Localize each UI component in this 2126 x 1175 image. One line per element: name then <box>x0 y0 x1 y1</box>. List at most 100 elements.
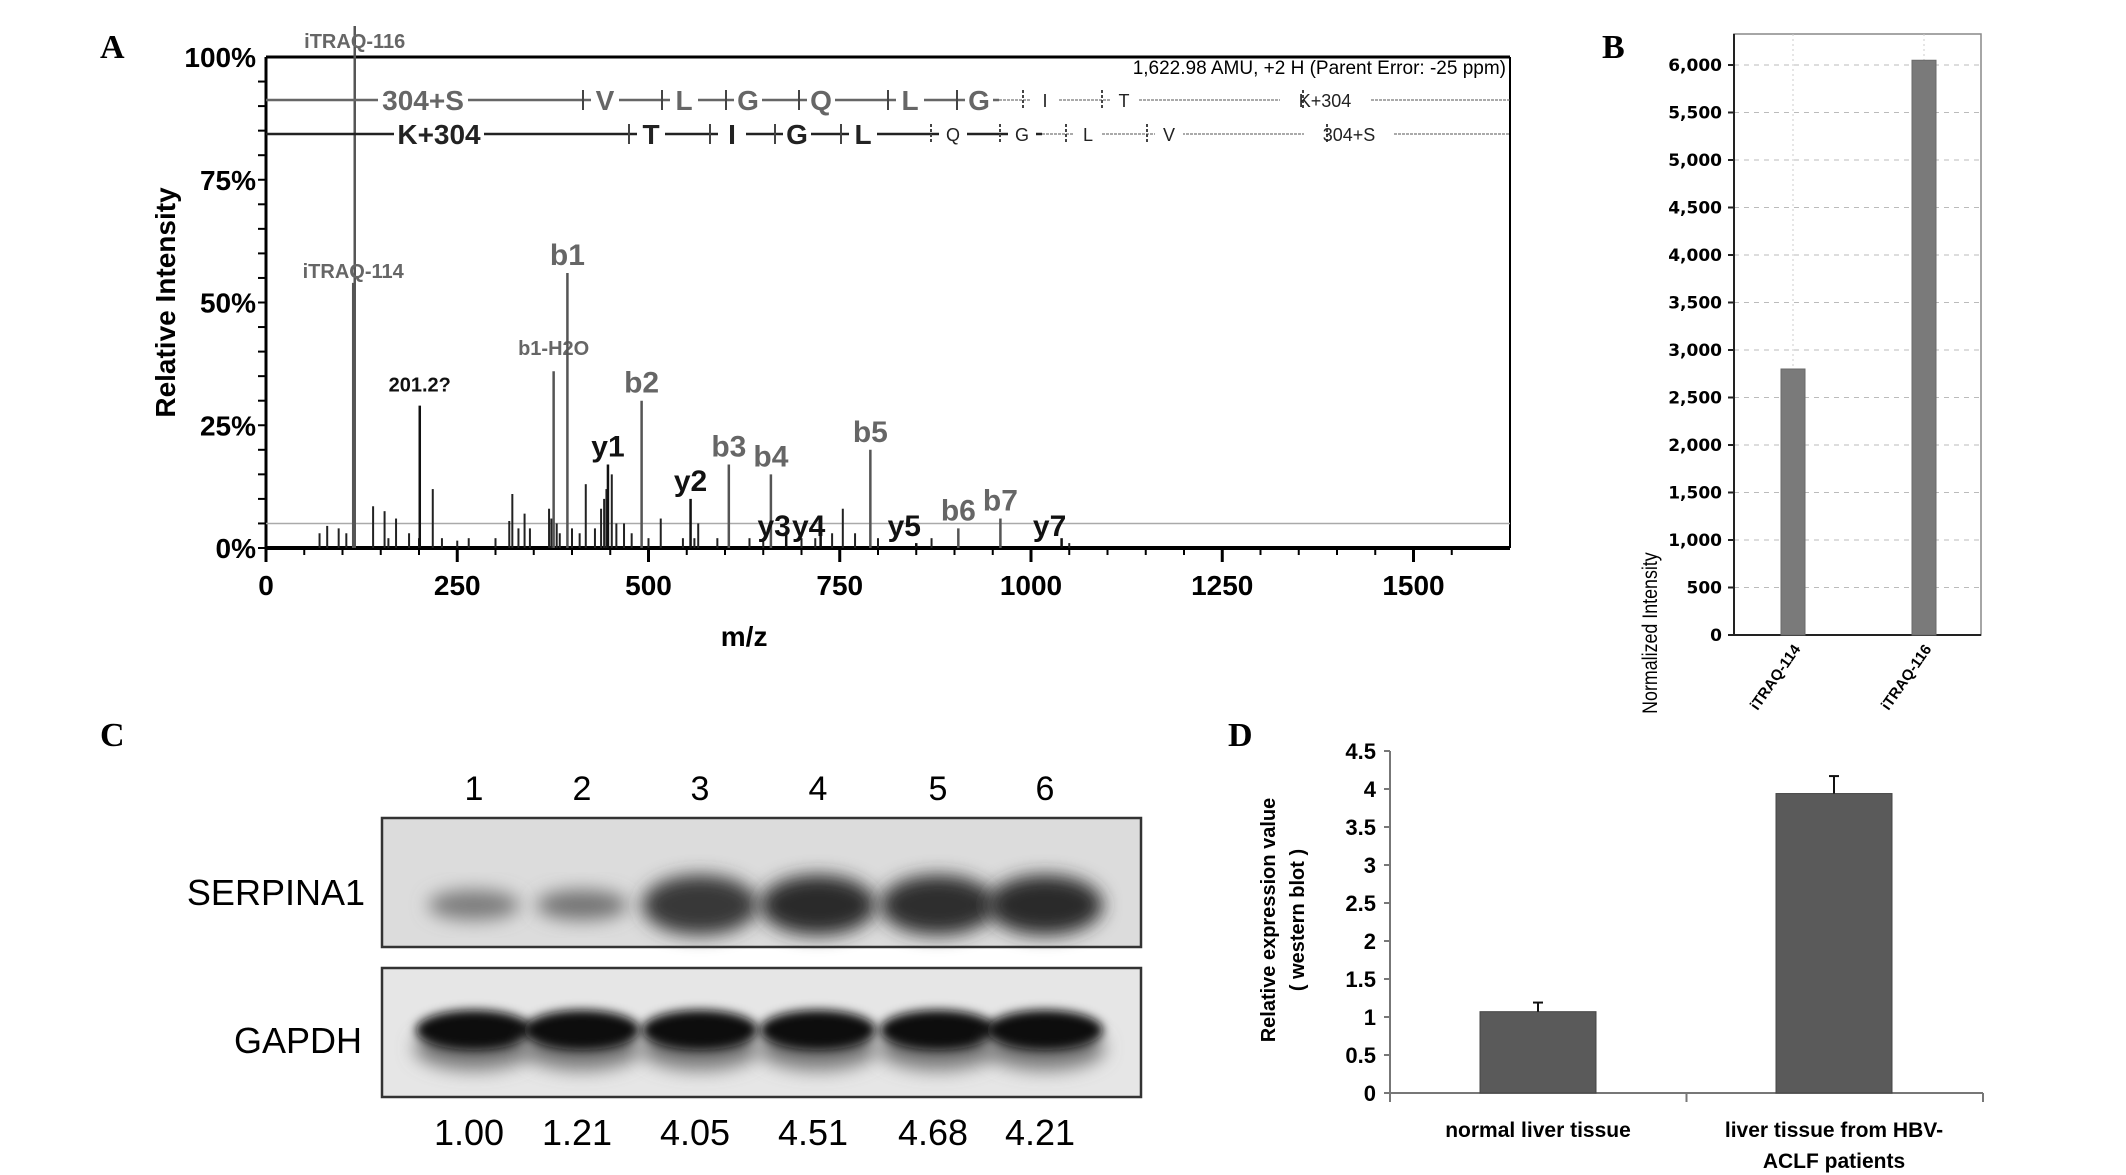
sequence-residue: T <box>1119 91 1130 111</box>
sequence-residue: L <box>854 119 871 150</box>
protein-band-serpina1 <box>987 875 1103 935</box>
y-tick-label: 3,000 <box>1668 341 1722 361</box>
y-tick-label: 1 <box>1364 1005 1376 1030</box>
y-tick-label: 2,000 <box>1668 436 1722 456</box>
y-tick-label: 3.5 <box>1345 815 1376 840</box>
sequence-residue: I <box>1042 91 1047 111</box>
row-label-serpina1: SERPINA1 <box>187 872 365 913</box>
x-tick-label: 500 <box>625 570 672 601</box>
x-tick-label: 0 <box>258 570 274 601</box>
y-tick-label: 0 <box>1364 1081 1376 1106</box>
sequence-label-bg <box>637 120 665 148</box>
protein-band-gapdh <box>416 1010 532 1050</box>
y-axis-title: Relative Intensity <box>150 187 181 418</box>
peak-label: iTRAQ-114 <box>303 261 405 283</box>
y-axis-title: Relative expression value <box>1258 798 1280 1043</box>
sequence-label-bg <box>939 120 967 148</box>
y-tick-label: 2 <box>1364 929 1376 954</box>
protein-band-serpina1 <box>880 875 996 935</box>
sequence-residue: 304+S <box>1323 125 1376 145</box>
peak-label: y5 <box>888 510 921 543</box>
y-tick-label: 5,000 <box>1668 151 1722 171</box>
sequence-residue: G <box>737 85 759 116</box>
y-tick-label: 25% <box>200 410 256 441</box>
sequence-label-bg <box>670 86 698 114</box>
peak-label: y7 <box>1033 510 1066 543</box>
y-tick-label: 3,500 <box>1668 294 1722 314</box>
sequence-label-bg <box>1304 120 1394 148</box>
y-tick-label: 500 <box>1687 579 1723 599</box>
sequence-residue: K+304 <box>1299 91 1352 111</box>
peak-label: b1 <box>550 239 585 272</box>
protein-band-serpina1 <box>642 875 758 935</box>
sequence-label-bg <box>783 120 811 148</box>
sequence-residue: L <box>901 85 918 116</box>
sequence-residue: G <box>1015 125 1029 145</box>
plot-frame <box>1733 33 1982 636</box>
y-tick-label: 50% <box>200 288 256 319</box>
quantification-value: 4.21 <box>1005 1112 1075 1153</box>
peak-label: y4 <box>792 510 826 543</box>
x-tick-label: ACLF patients <box>1763 1150 1905 1173</box>
quantification-value: 1.00 <box>434 1112 504 1153</box>
peak-label: iTRAQ-116 <box>304 31 405 53</box>
y-tick-label: 1,500 <box>1668 484 1722 504</box>
peak-label: b4 <box>753 440 788 473</box>
sequence-label-bg <box>849 120 877 148</box>
peak-label: b3 <box>711 431 746 464</box>
bar <box>1479 1011 1597 1094</box>
y-tick-label: 1,000 <box>1668 531 1722 551</box>
x-tick-label: iTRAQ-114 <box>1747 641 1805 713</box>
panel-d-bar-chart: 0 0.5 1 1.5 2 2.5 3 3.5 4 4.5 normal liver tissue l… <box>1258 739 1984 1173</box>
sequence-residue: G <box>968 85 990 116</box>
y-tick-label: 0 <box>1710 626 1722 646</box>
lane-number: 4 <box>809 770 828 808</box>
quantification-value: 4.05 <box>660 1112 730 1153</box>
panel-label-c: C <box>100 717 125 754</box>
lane-number: 2 <box>573 770 592 808</box>
sequence-label-bg <box>1280 86 1370 114</box>
sequence-residue: K+304 <box>397 119 481 150</box>
sequence-residue: L <box>1083 125 1093 145</box>
sequence-label-bg <box>734 86 762 114</box>
y-tick-label: 4.5 <box>1345 739 1376 764</box>
x-tick-label: normal liver tissue <box>1445 1119 1631 1142</box>
y-tick-label: 0% <box>216 533 257 564</box>
x-tick-label: 1500 <box>1382 570 1444 601</box>
y-tick-label: 1.5 <box>1345 967 1376 992</box>
row-label-gapdh: GAPDH <box>234 1020 362 1061</box>
y-tick-label: 2,500 <box>1668 389 1722 409</box>
peak-label: b6 <box>941 494 976 527</box>
y-tick-label: 2.5 <box>1345 891 1376 916</box>
sequence-label-bg <box>1031 86 1059 114</box>
peak-label: 201.2? <box>389 375 451 397</box>
peak-label: y1 <box>591 431 624 464</box>
protein-band-serpina1 <box>760 875 876 935</box>
panel-b-bar-chart: 0 500 1,000 1,500 2,000 2,500 3,000 3,500 4,000 4… <box>1639 33 1982 714</box>
y-tick-label: 6,000 <box>1668 56 1722 76</box>
sequence-label-bg <box>1074 120 1102 148</box>
protein-band-gapdh <box>524 1010 640 1050</box>
x-tick-label: 1000 <box>1000 570 1062 601</box>
sequence-residue: Q <box>810 85 832 116</box>
sequence-label-bg <box>378 86 468 114</box>
lane-number: 1 <box>465 770 484 808</box>
protein-band-gapdh <box>987 1010 1103 1050</box>
y-axis-title-2: ( western blot ) <box>1287 849 1309 991</box>
x-tick-label: 250 <box>434 570 481 601</box>
peak-label: y2 <box>674 465 707 498</box>
quantification-value: 4.51 <box>778 1112 848 1153</box>
sequence-residue: V <box>596 85 615 116</box>
protein-band-gapdh <box>760 1010 876 1050</box>
x-tick-label: iTRAQ-116 <box>1878 642 1935 714</box>
x-tick-label: liver tissue from HBV- <box>1725 1119 1943 1142</box>
y-tick-label: 4,000 <box>1668 246 1722 266</box>
sequence-label-bg <box>591 86 619 114</box>
sequence-residue: I <box>728 119 736 150</box>
y-tick-label: 4 <box>1364 777 1377 802</box>
bar <box>1780 368 1806 636</box>
x-tick-label: 1250 <box>1191 570 1253 601</box>
lane-number: 3 <box>691 770 710 808</box>
panel-a-spectrum: 0% 25% 50% 75% 100% 0 250 500 750 1000 1250 1500 m/z… <box>150 26 1511 652</box>
